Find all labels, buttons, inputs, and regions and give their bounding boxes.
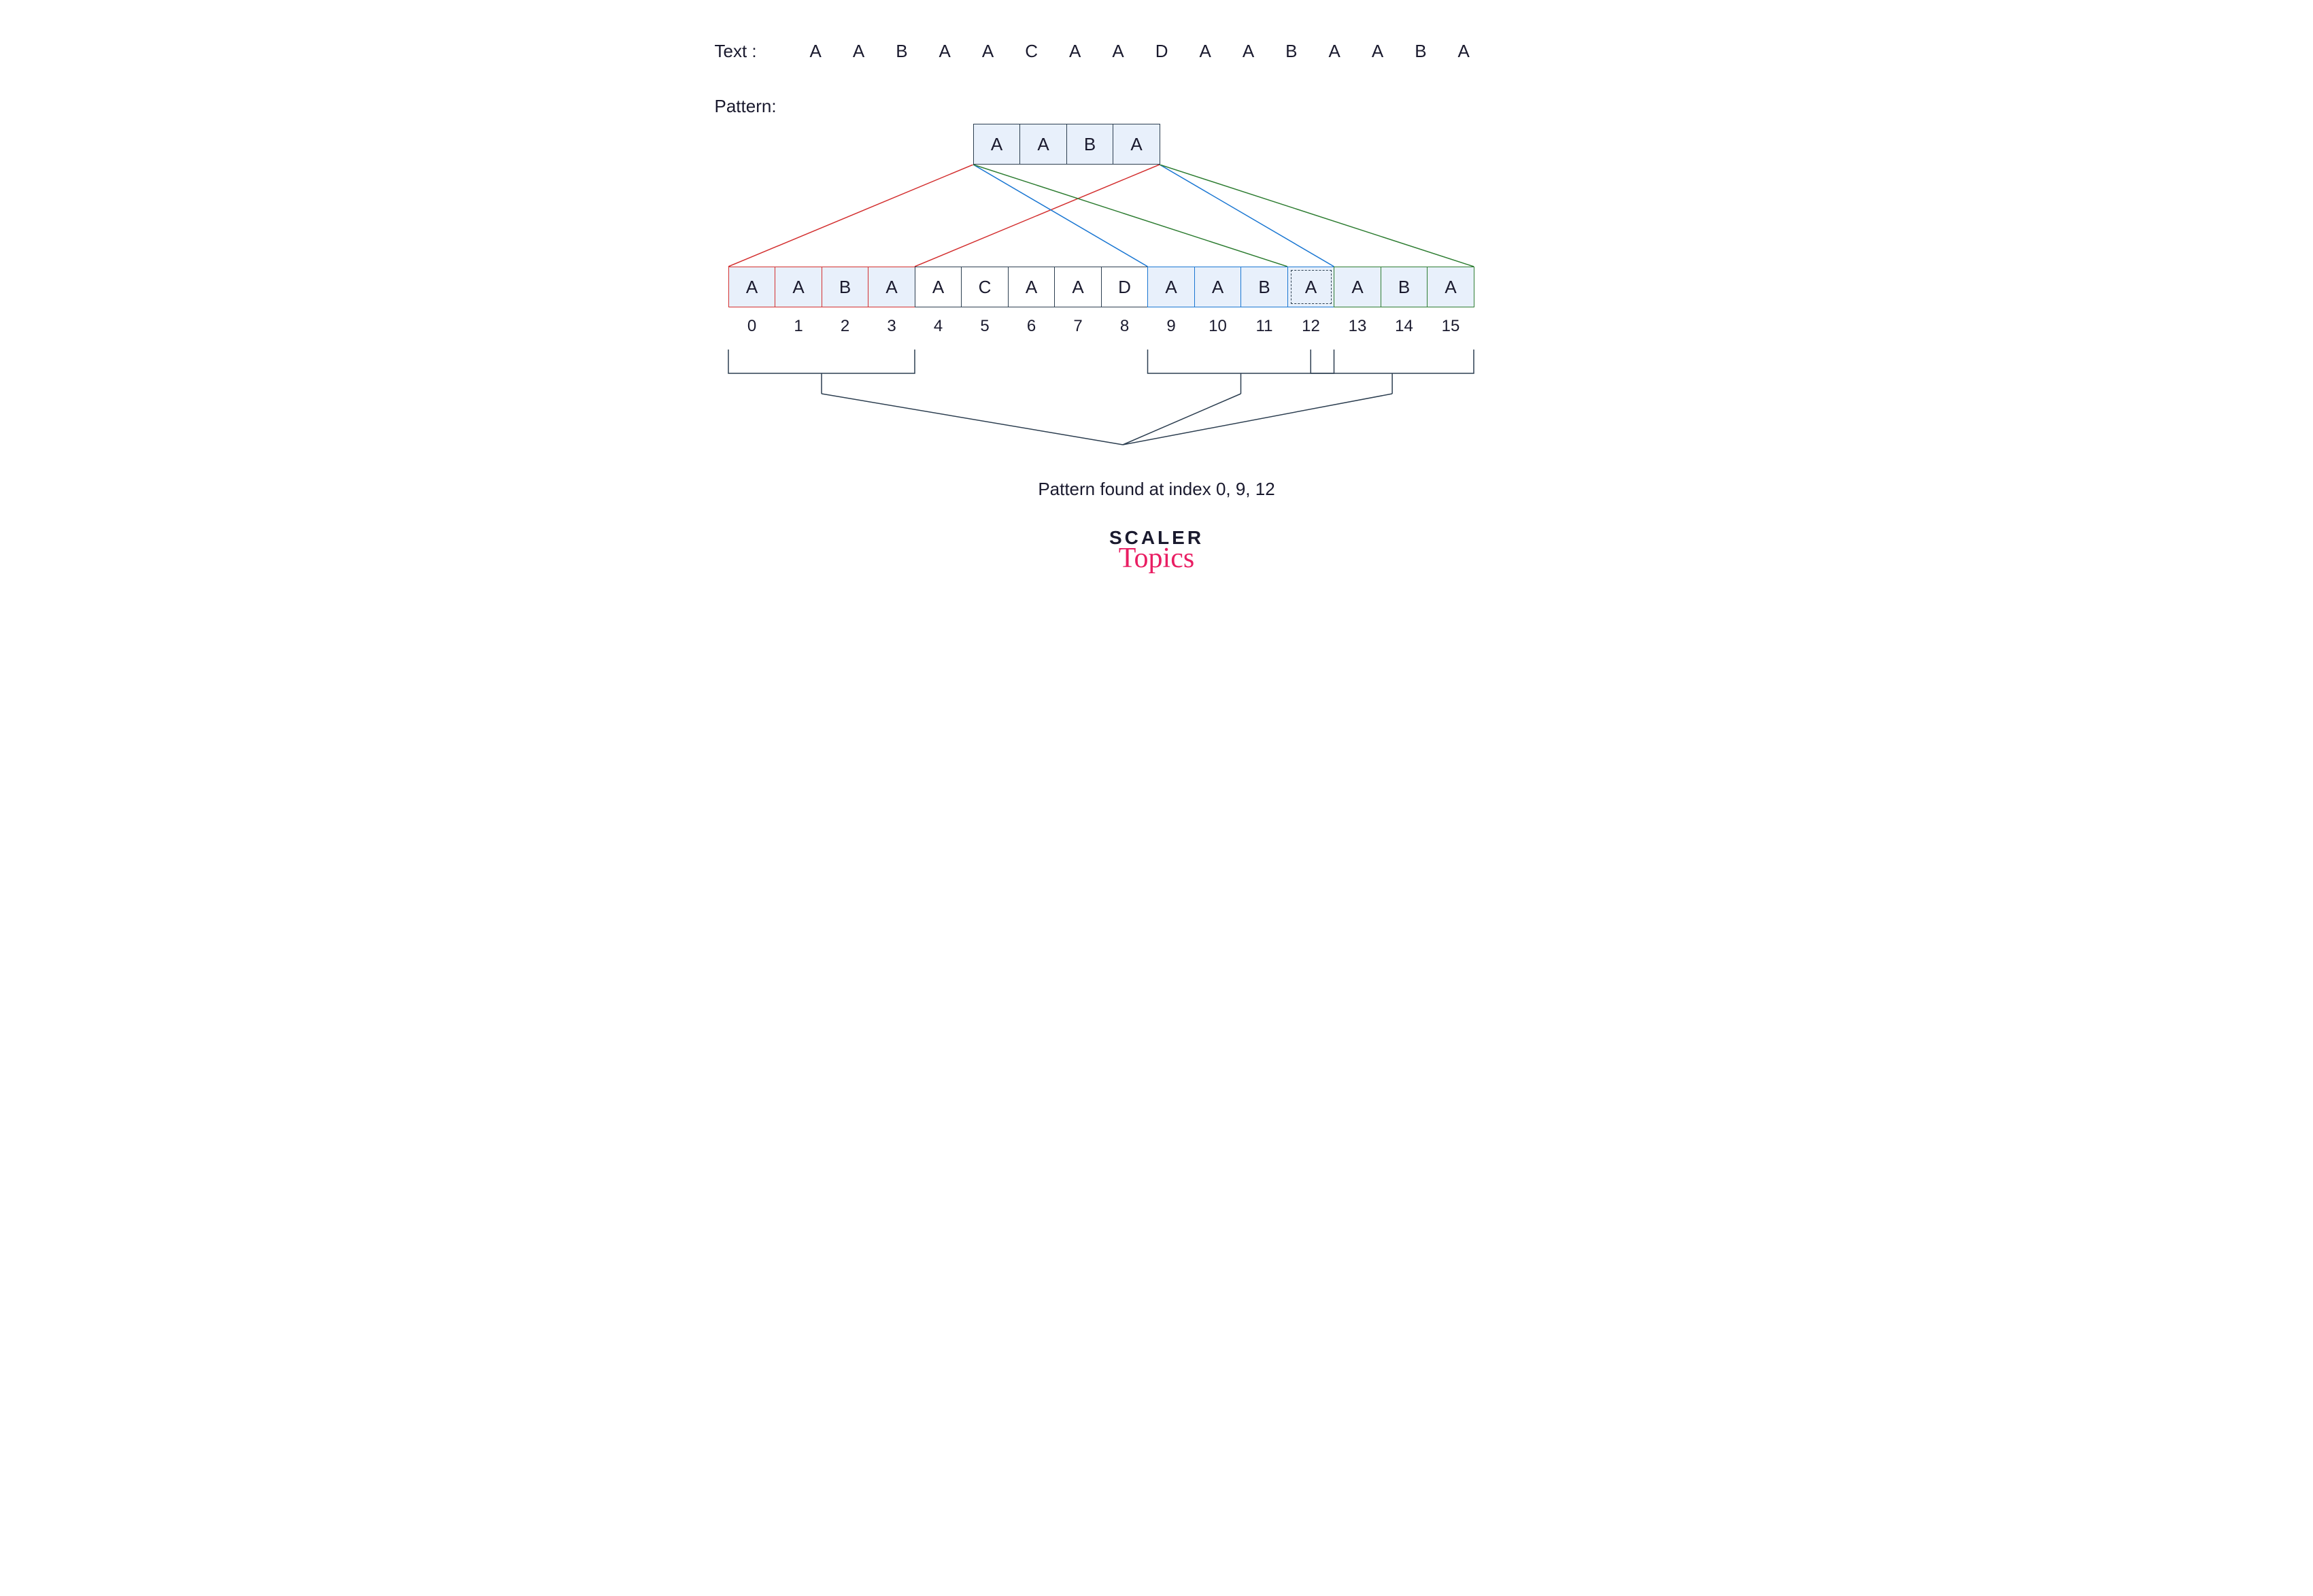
index-label: 9 <box>1147 317 1195 336</box>
index-label: 6 <box>1008 317 1056 336</box>
index-label: 11 <box>1240 317 1288 336</box>
logo-topics: Topics <box>715 542 1599 575</box>
text-char: A <box>1069 41 1081 62</box>
text-char: B <box>1415 41 1426 62</box>
index-label: 13 <box>1334 317 1381 336</box>
array-cell: D <box>1101 267 1149 307</box>
text-char: A <box>939 41 951 62</box>
logo: SCALER Topics <box>715 527 1599 575</box>
text-char: A <box>1372 41 1383 62</box>
text-char: B <box>1285 41 1297 62</box>
text-array: AABAACAADAABAABA <box>728 267 1599 307</box>
array-cell: C <box>961 267 1009 307</box>
index-label: 14 <box>1381 317 1428 336</box>
array-cell: A <box>1147 267 1195 307</box>
index-label: 4 <box>915 317 962 336</box>
array-cell: A <box>1427 267 1474 307</box>
text-char: A <box>1458 41 1470 62</box>
text-char: A <box>1112 41 1124 62</box>
array-cell: B <box>1381 267 1428 307</box>
pattern-boxes: AABA <box>973 124 1599 165</box>
array-cell: B <box>1240 267 1288 307</box>
index-label: 7 <box>1054 317 1102 336</box>
array-cell: A <box>1008 267 1056 307</box>
array-cell: A <box>775 267 822 307</box>
text-string: AABAACAADAABAABA <box>810 41 1470 62</box>
index-label: 5 <box>961 317 1009 336</box>
index-label: 1 <box>775 317 822 336</box>
array-cell: A <box>728 267 776 307</box>
text-char: C <box>1025 41 1038 62</box>
text-char: D <box>1155 41 1168 62</box>
text-char: A <box>1329 41 1340 62</box>
text-char: A <box>982 41 994 62</box>
array-cell: A <box>1054 267 1102 307</box>
array-cell: B <box>822 267 869 307</box>
index-label: 3 <box>868 317 915 336</box>
kmp-diagram: Text : AABAACAADAABAABA Pattern: AABA AA… <box>715 41 1599 575</box>
text-char: A <box>1199 41 1211 62</box>
text-char: A <box>853 41 864 62</box>
pattern-cell: A <box>1019 124 1067 165</box>
array-cell: A <box>1287 267 1335 307</box>
index-label: 10 <box>1194 317 1242 336</box>
index-label: 12 <box>1287 317 1335 336</box>
text-char: A <box>810 41 822 62</box>
pattern-row: Pattern: <box>715 96 1599 117</box>
array-cell: A <box>915 267 962 307</box>
index-label: 15 <box>1427 317 1474 336</box>
text-char: A <box>1243 41 1254 62</box>
index-label: 8 <box>1101 317 1149 336</box>
index-label: 0 <box>728 317 776 336</box>
connector-lines <box>715 165 1531 267</box>
array-cell: A <box>1334 267 1381 307</box>
pattern-cell: A <box>973 124 1021 165</box>
text-char: B <box>896 41 907 62</box>
text-row: Text : A A B A A C A A D A A B A A B A <box>715 41 1599 62</box>
index-row: 0123456789101112131415 <box>728 317 1599 336</box>
text-label: Text : <box>715 41 796 62</box>
pattern-cell: A <box>1113 124 1160 165</box>
array-cell: A <box>868 267 915 307</box>
pattern-cell: B <box>1066 124 1114 165</box>
result-text: Pattern found at index 0, 9, 12 <box>715 479 1599 500</box>
array-cell: A <box>1194 267 1242 307</box>
index-label: 2 <box>822 317 869 336</box>
pattern-label: Pattern: <box>715 96 796 117</box>
result-brackets <box>715 350 1531 465</box>
